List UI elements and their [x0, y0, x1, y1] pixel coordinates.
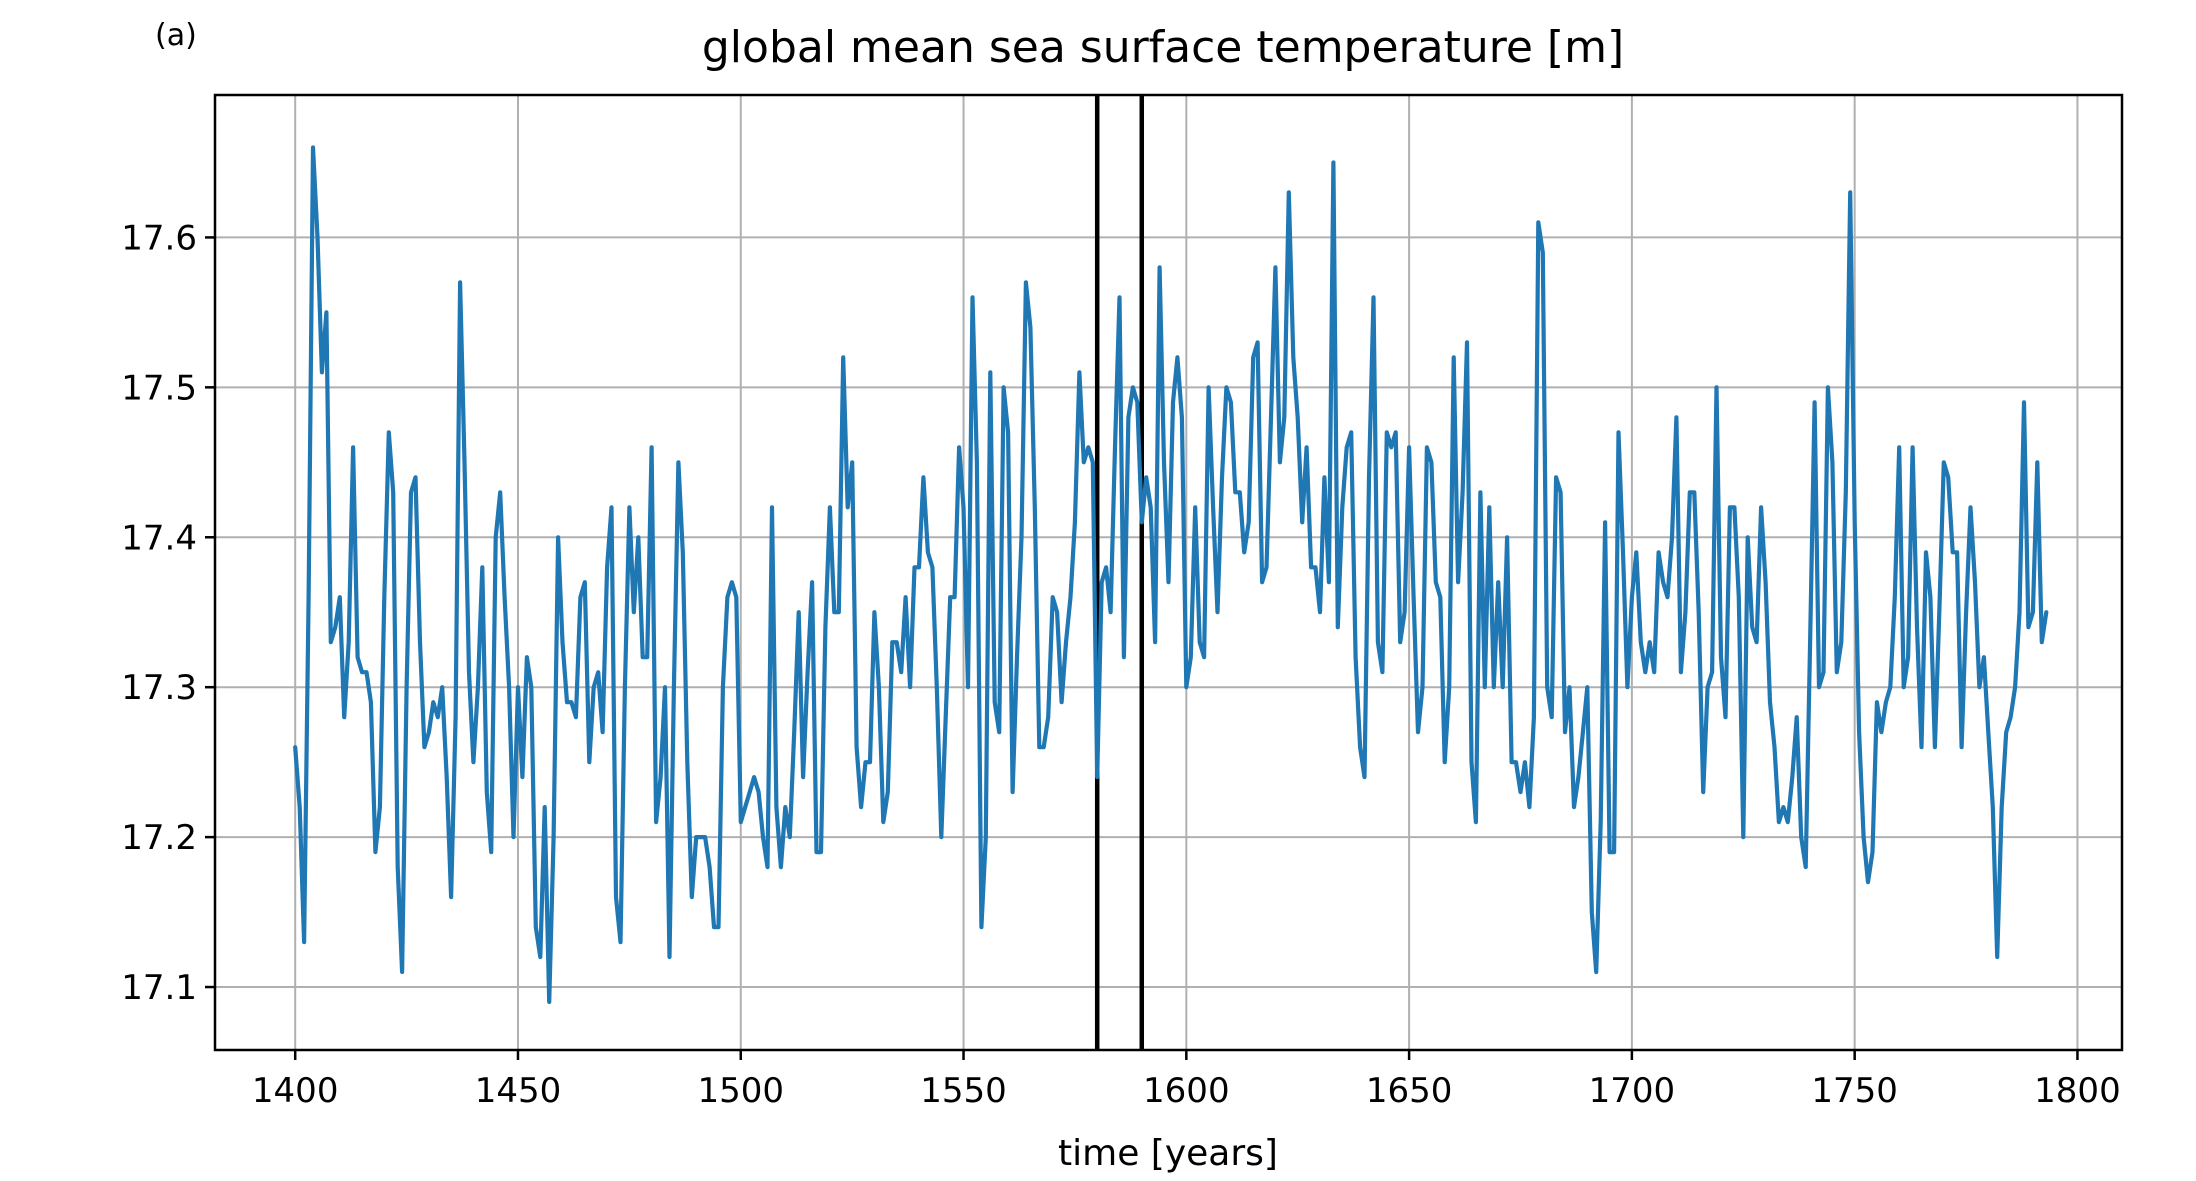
- plot-frame: [213, 93, 2124, 1052]
- y-tick-label: 17.6: [121, 218, 197, 258]
- x-tick-labels: 1400 1450 1500 1550 1600 1650 1700 1750 1800: [252, 1071, 2121, 1111]
- x-tick-label: 1600: [1143, 1071, 1230, 1111]
- x-tick-label: 1500: [697, 1071, 784, 1111]
- x-tick-label: 1650: [1366, 1071, 1453, 1111]
- x-axis-label: time [years]: [1058, 1133, 1278, 1174]
- x-tick-label: 1700: [1589, 1071, 1676, 1111]
- series-line: [293, 145, 2049, 1005]
- y-tick-label: 17.3: [121, 668, 197, 708]
- x-tick-label: 1550: [920, 1071, 1007, 1111]
- y-tick-label: 17.1: [121, 968, 197, 1008]
- panel-label: (a): [155, 18, 197, 53]
- y-tick-labels: 17.1 17.2 17.3 17.4 17.5 17.6: [121, 218, 197, 1008]
- chart-title: global mean sea surface temperature [m]: [702, 22, 1624, 73]
- x-tick-label: 1750: [1811, 1071, 1898, 1111]
- y-tick-label: 17.4: [121, 518, 197, 558]
- vertical-markers: [1094, 95, 1145, 1050]
- y-tick-label: 17.2: [121, 818, 197, 858]
- x-tick-label: 1800: [2034, 1071, 2121, 1111]
- x-tick-label: 1400: [252, 1071, 339, 1111]
- x-tick-label: 1450: [475, 1071, 562, 1111]
- y-tick-label: 17.5: [121, 368, 197, 408]
